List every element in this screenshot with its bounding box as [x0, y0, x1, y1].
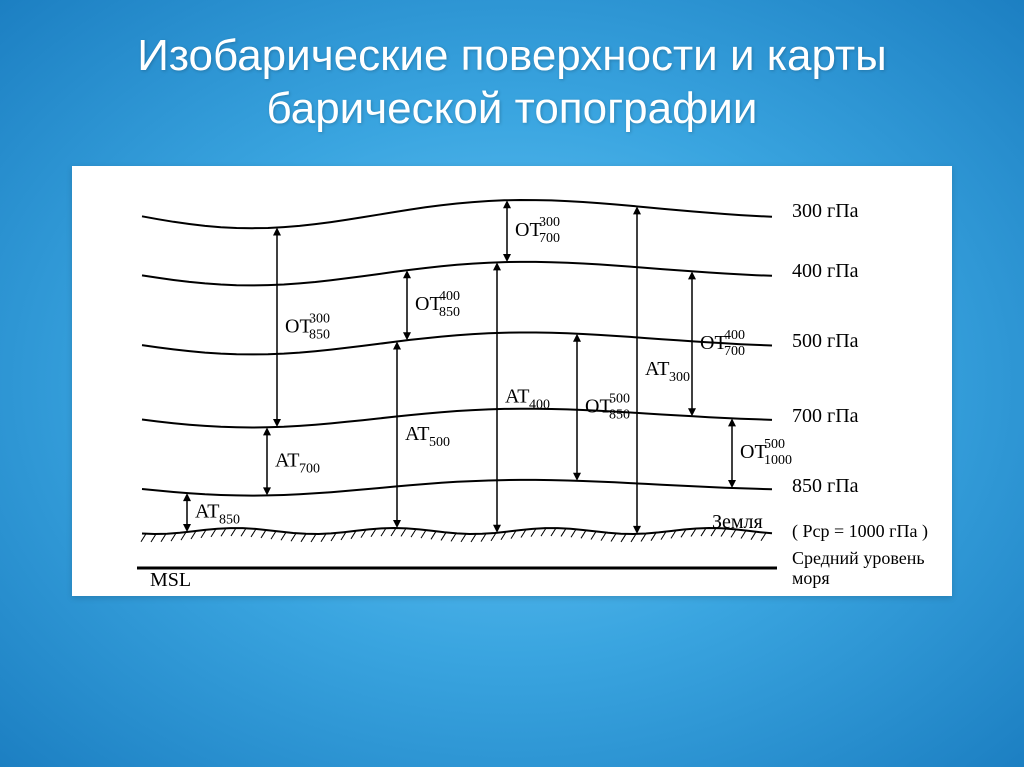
slide: Изобарические поверхности и карты бариче… — [0, 0, 1024, 767]
svg-text:850: 850 — [219, 512, 240, 527]
svg-text:700: 700 — [299, 461, 320, 476]
svg-text:850: 850 — [439, 305, 460, 320]
svg-text:AT: AT — [505, 385, 529, 407]
slide-title: Изобарические поверхности и карты бариче… — [50, 30, 974, 136]
svg-text:300: 300 — [309, 311, 330, 326]
svg-text:AT: AT — [195, 500, 219, 522]
svg-text:400: 400 — [439, 289, 460, 304]
svg-text:300 гПа: 300 гПа — [792, 200, 859, 222]
svg-text:AT: AT — [275, 449, 299, 471]
svg-text:400: 400 — [724, 327, 745, 342]
svg-text:OT: OT — [415, 293, 442, 315]
svg-text:AT: AT — [645, 358, 669, 380]
svg-text:OT: OT — [285, 315, 312, 337]
svg-text:Земля: Земля — [712, 511, 763, 533]
svg-text:( Pср = 1000 гПа ): ( Pср = 1000 гПа ) — [792, 521, 928, 542]
svg-text:700: 700 — [539, 231, 560, 246]
svg-text:500 гПа: 500 гПа — [792, 330, 859, 352]
isobaric-diagram: 300 гПа 400 гПа 500 гПа 700 гПа 850 гПа Земля… — [72, 166, 952, 596]
svg-text:AT: AT — [405, 422, 429, 444]
diagram-container: 300 гПа 400 гПа 500 гПа 700 гПа 850 гПа Земля… — [72, 166, 952, 596]
svg-text:OT: OT — [740, 441, 767, 463]
svg-text:700: 700 — [724, 343, 745, 358]
svg-text:500: 500 — [609, 391, 630, 406]
svg-text:850: 850 — [609, 407, 630, 422]
svg-text:300: 300 — [539, 215, 560, 230]
svg-text:500: 500 — [764, 437, 785, 452]
svg-text:Средний уровень: Средний уровень — [792, 548, 925, 568]
svg-text:400 гПа: 400 гПа — [792, 260, 859, 282]
svg-text:MSL: MSL — [150, 569, 191, 591]
svg-text:700 гПа: 700 гПа — [792, 405, 859, 427]
svg-text:моря: моря — [792, 568, 830, 588]
svg-text:OT: OT — [585, 395, 612, 417]
svg-text:500: 500 — [429, 434, 450, 449]
svg-text:OT: OT — [515, 219, 542, 241]
svg-text:1000: 1000 — [764, 453, 792, 468]
svg-text:300: 300 — [669, 370, 690, 385]
svg-text:400: 400 — [529, 397, 550, 412]
svg-text:850 гПа: 850 гПа — [792, 475, 859, 497]
svg-text:850: 850 — [309, 327, 330, 342]
svg-text:OT: OT — [700, 331, 727, 353]
